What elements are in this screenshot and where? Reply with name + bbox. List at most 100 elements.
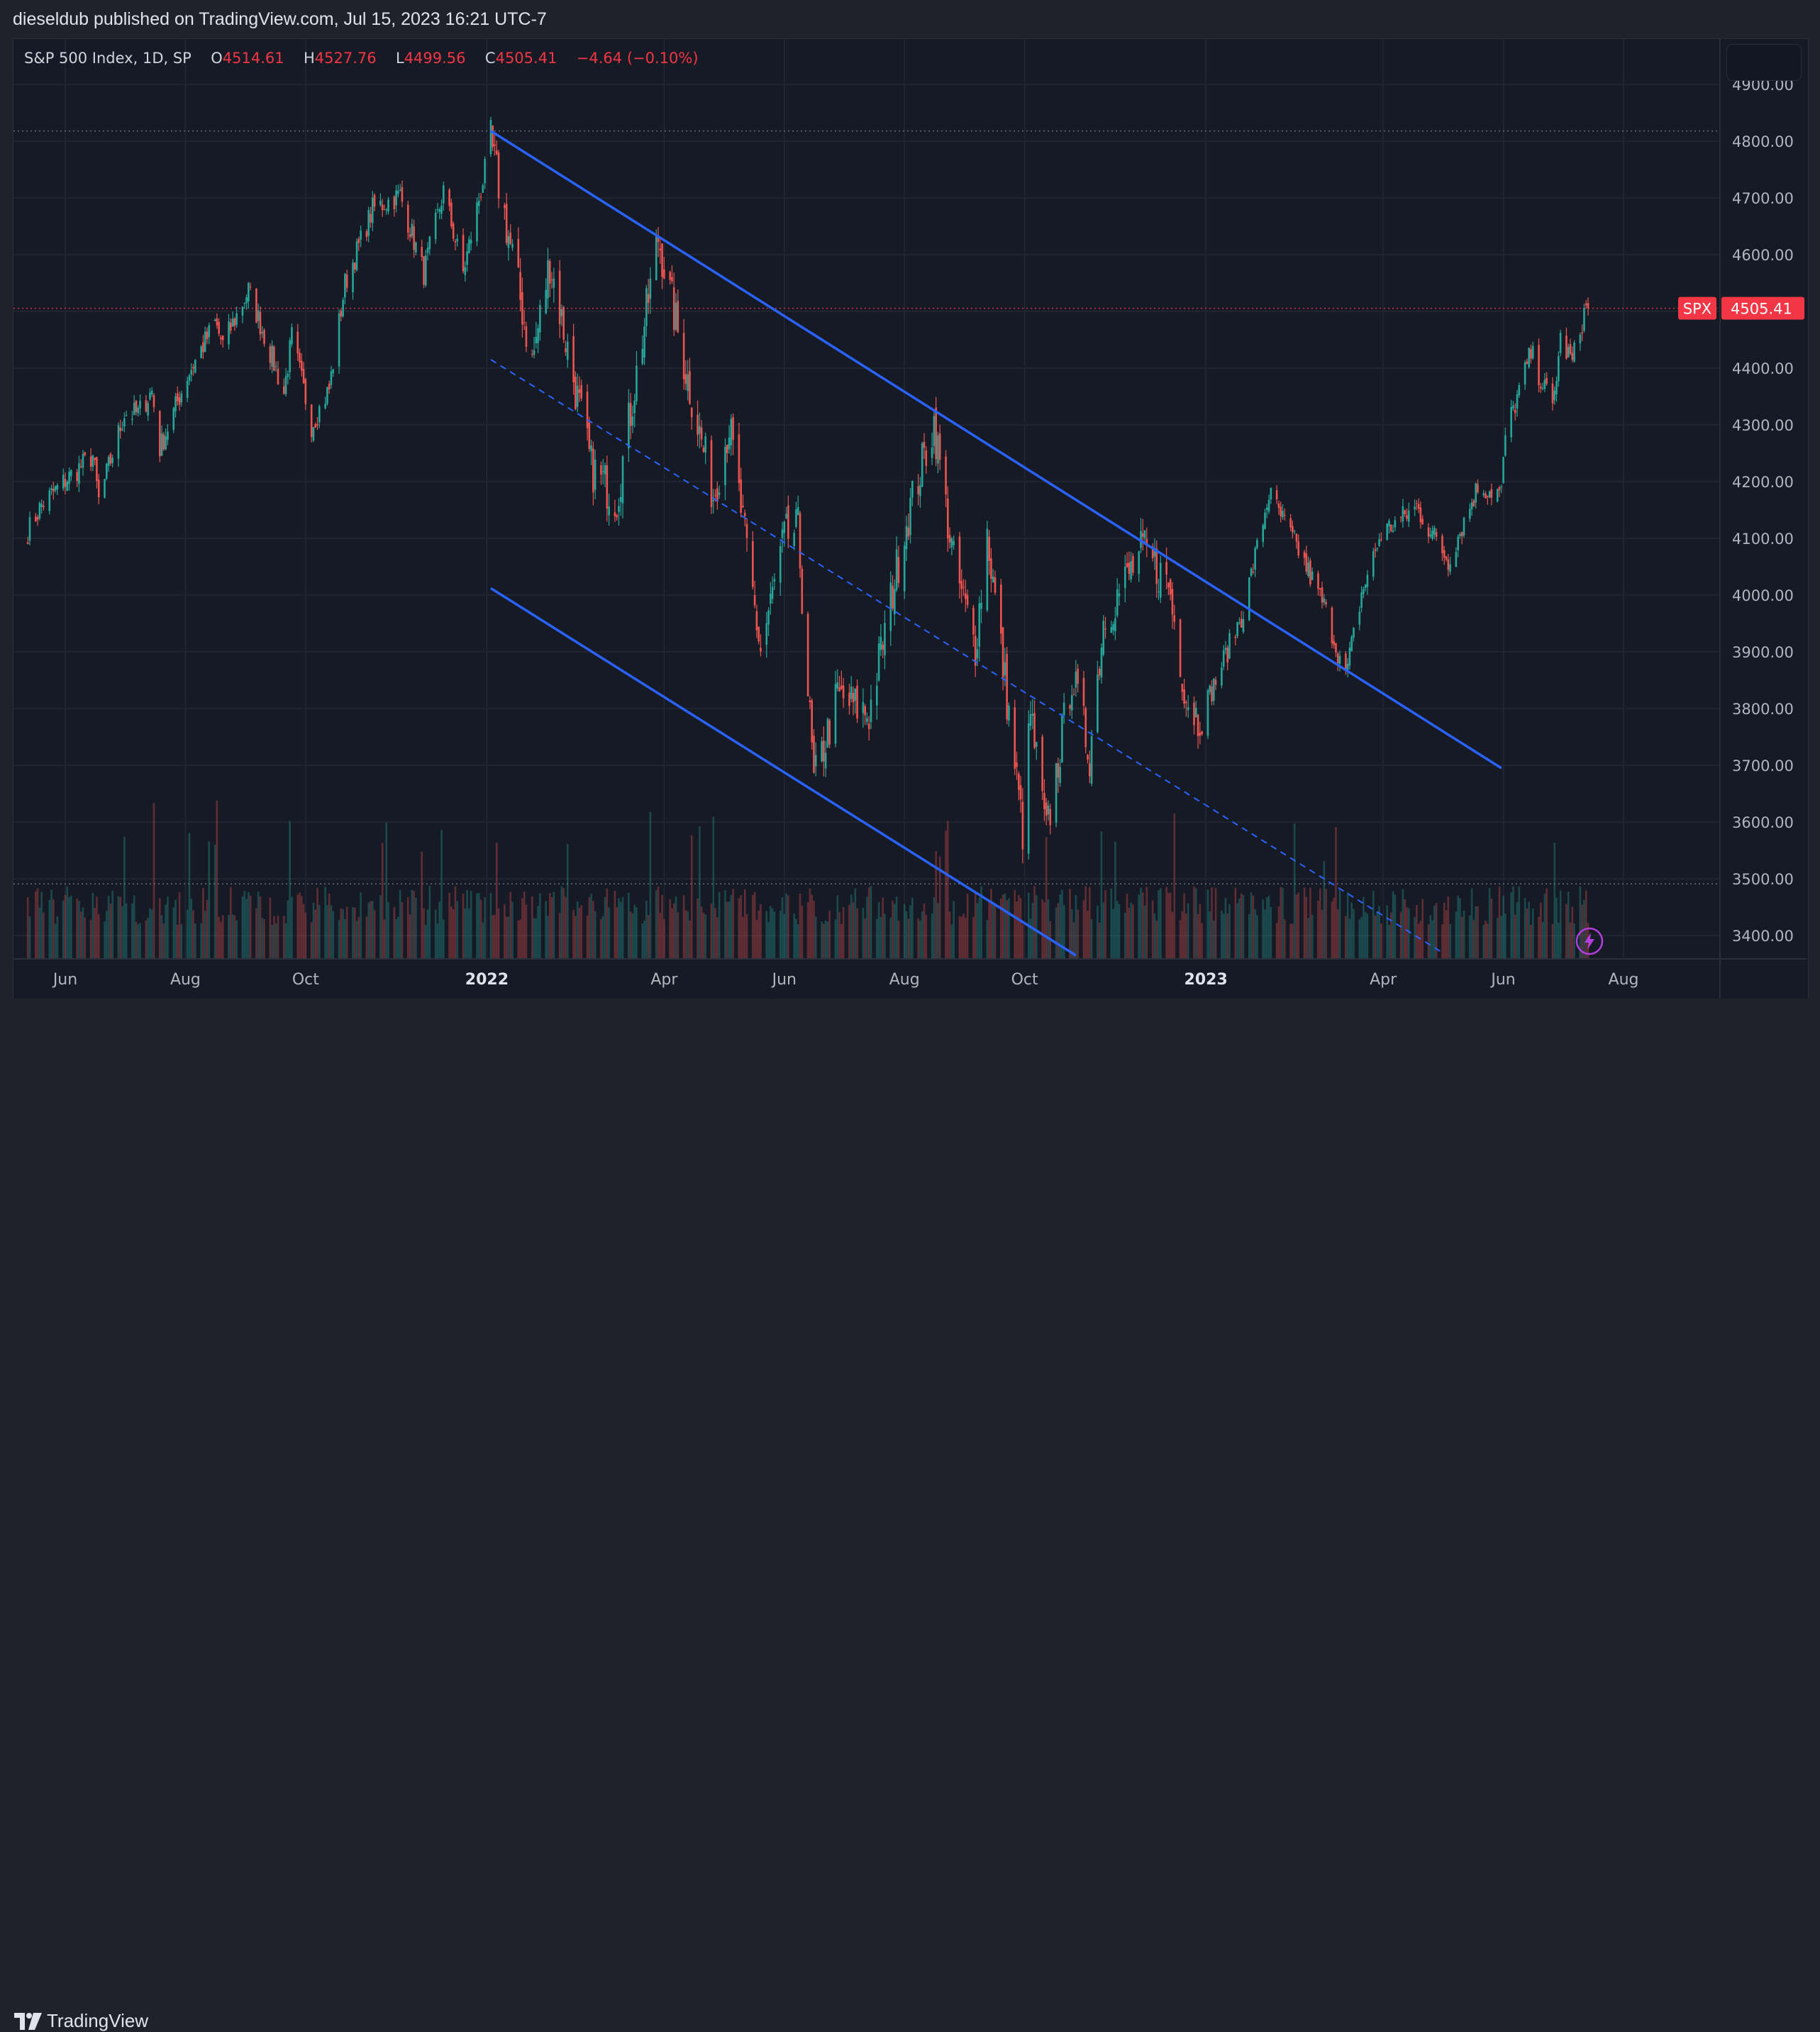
volume-bar [1084, 886, 1087, 959]
candle-body [213, 320, 216, 321]
candle-body [206, 331, 209, 340]
chart-control-box[interactable] [1726, 44, 1802, 81]
volume-bar [548, 893, 551, 959]
candle-body [1460, 532, 1463, 537]
volume-bar [1567, 892, 1570, 959]
volume-bar [310, 922, 313, 959]
candle-body [645, 288, 648, 326]
candle-body [1041, 736, 1043, 792]
volume-bar [994, 904, 997, 959]
candle-body [1431, 530, 1433, 539]
candle-body [1485, 494, 1487, 499]
candle-body [677, 301, 679, 333]
candle-body [248, 283, 250, 302]
candle-body [1289, 518, 1292, 528]
volume-bar [1530, 924, 1532, 959]
price-chart[interactable]: 4900.004800.004700.004600.004500.004400.… [0, 0, 1820, 1048]
channel-lower [490, 587, 1077, 957]
volume-bar [504, 904, 506, 959]
candle-body [1250, 568, 1253, 576]
candle-body [726, 445, 728, 453]
candle-body [1201, 731, 1203, 735]
lightning-icon[interactable] [1575, 927, 1604, 955]
candle-body [1104, 628, 1106, 630]
volume-bar [730, 894, 733, 959]
candle-body [1171, 589, 1174, 615]
candle-body [1587, 303, 1589, 309]
volume-bar [1061, 889, 1063, 959]
volume-bar [91, 892, 94, 959]
y-tick-label: 4300.00 [1732, 417, 1794, 434]
volume-bar [442, 919, 445, 959]
volume-bar [1427, 924, 1430, 959]
candle-body [1433, 528, 1436, 535]
volume-bar [992, 901, 994, 959]
candle-body [1114, 618, 1116, 632]
volume-bar [1569, 922, 1572, 959]
candle-body [867, 723, 870, 729]
candle-body [1353, 628, 1355, 638]
candle-body [531, 353, 533, 355]
volume-bar [537, 906, 539, 959]
volume-bar [1528, 901, 1530, 959]
volume-bar [186, 909, 189, 959]
candle-body [1110, 627, 1113, 633]
volume-bar [40, 892, 43, 959]
volume-bar [204, 911, 206, 959]
volume-bar [905, 911, 908, 959]
candle-body [767, 610, 770, 625]
candle-body [586, 392, 589, 428]
candle-body [111, 457, 113, 463]
volume-bar [509, 892, 512, 959]
volume-bar [877, 902, 880, 959]
volume-bar [448, 892, 450, 959]
tradingview-logo-icon[interactable] [14, 2011, 43, 2031]
candle-body [96, 457, 98, 482]
candle-body [854, 689, 857, 701]
volume-bar [131, 903, 133, 959]
candle-body [1267, 499, 1270, 512]
candle-body [1558, 356, 1560, 382]
volume-bar [1553, 842, 1556, 959]
volume-bar [1346, 892, 1349, 959]
candle-body [1305, 553, 1308, 572]
candle-body [495, 150, 498, 155]
volume-bar [1431, 920, 1433, 959]
volume-bar [1353, 909, 1355, 959]
candle-body [415, 242, 417, 252]
candle-body [770, 593, 772, 604]
volume-bar [235, 920, 238, 959]
volume-bar [937, 903, 939, 959]
x-tick-label: Aug [1609, 971, 1639, 989]
candle-body [1335, 643, 1337, 653]
volume-bar [738, 898, 740, 959]
candle-body [1187, 707, 1189, 711]
x-tick-label: 2023 [1184, 971, 1228, 989]
candle-body [318, 406, 321, 423]
candle-body [988, 536, 990, 562]
volume-bar [1277, 906, 1280, 959]
volume-bar [468, 908, 470, 959]
candle-body [1295, 533, 1298, 542]
volume-bar [357, 916, 360, 959]
candle-body [684, 374, 687, 384]
volume-bar [263, 919, 265, 959]
candle-body [1194, 707, 1197, 718]
candle-body [907, 527, 910, 537]
volume-bar [1014, 889, 1016, 959]
volume-bar [206, 899, 209, 959]
candle-body [381, 204, 384, 211]
candle-body [1221, 667, 1223, 686]
channel-upper [490, 130, 1502, 770]
candle-body [1047, 805, 1050, 815]
candle-body [917, 486, 919, 494]
volume-bar [121, 906, 123, 959]
candle-body [133, 402, 135, 415]
volume-bar [477, 893, 480, 959]
volume-bar [675, 896, 677, 959]
candle-body [1553, 390, 1556, 401]
candle-body [450, 202, 453, 227]
volume-bar [190, 899, 193, 959]
volume-bar [261, 918, 264, 959]
candle-body [218, 321, 220, 334]
